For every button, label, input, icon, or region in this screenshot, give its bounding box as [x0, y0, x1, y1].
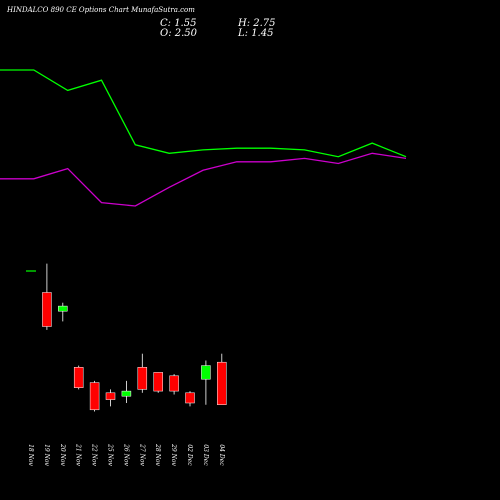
- candle-20-nov: [58, 302, 68, 322]
- close-value: C: 1.55: [160, 18, 197, 29]
- candle-28-nov: [153, 372, 163, 393]
- candle-body: [42, 292, 52, 327]
- candle-body: [153, 372, 163, 392]
- x-tick-label: 25 Nov: [107, 443, 114, 466]
- candle-19-nov: [42, 263, 52, 330]
- open-value: O: 2.50: [160, 28, 198, 39]
- x-tick-label: 28 Nov: [154, 443, 161, 466]
- x-tick-label: 03 Dec: [202, 444, 209, 466]
- x-tick-label: 18 Nov: [27, 444, 34, 466]
- x-tick-label: 21 Nov: [75, 443, 82, 466]
- candle-25-nov: [105, 389, 116, 407]
- upper-indicator-line: [0, 69, 407, 158]
- x-tick-label: 20 Nov: [59, 443, 66, 466]
- chart-title: HINDALCO 890 CE Options Chart MunafaSutr…: [7, 6, 195, 14]
- candle-body: [58, 305, 68, 312]
- candle-body: [217, 361, 227, 405]
- low-value: L: 1.45: [238, 28, 274, 39]
- candle-body: [137, 367, 148, 390]
- x-tick-label: 29 Nov: [170, 443, 177, 466]
- candle-body: [185, 392, 195, 404]
- high-value: H: 2.75: [238, 18, 276, 29]
- x-tick-label: 19 Nov: [43, 444, 50, 466]
- candle-18-nov: [26, 270, 36, 272]
- candle-02-dec: [185, 391, 195, 407]
- candle-26-nov: [121, 380, 132, 403]
- candle-body: [26, 270, 36, 272]
- candle-body: [89, 382, 100, 411]
- candles: [26, 263, 227, 412]
- x-tick-label: 22 Nov: [91, 443, 98, 466]
- candle-04-dec: [217, 353, 227, 405]
- candle-body: [73, 367, 84, 388]
- candle-27-nov: [137, 353, 148, 393]
- candle-body: [169, 375, 179, 392]
- x-axis-labels: 18 Nov 19 Nov 20 Nov 21 Nov 22 Nov 25 Nov 26 N…: [27, 443, 225, 466]
- x-tick-label: 26 Nov: [122, 443, 129, 466]
- candle-body: [201, 365, 211, 380]
- indicator-lines: [0, 69, 407, 207]
- lower-indicator-line: [0, 152, 407, 207]
- candle-body: [105, 392, 116, 400]
- x-tick-label: 04 Dec: [218, 444, 225, 466]
- candle-03-dec: [201, 360, 211, 405]
- x-tick-label: 27 Nov: [138, 443, 145, 466]
- candle-22-nov: [89, 380, 100, 412]
- candle-21-nov: [73, 365, 84, 390]
- candle-29-nov: [169, 374, 179, 395]
- x-tick-label: 02 Dec: [186, 444, 193, 466]
- candle-body: [121, 390, 132, 397]
